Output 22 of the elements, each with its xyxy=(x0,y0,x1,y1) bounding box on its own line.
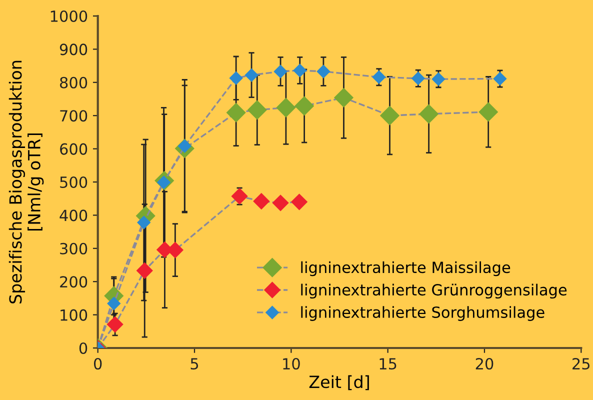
y-tick-label: 400 xyxy=(60,210,88,222)
y-tick-label: 200 xyxy=(60,276,88,288)
y-tick-label: 600 xyxy=(60,143,88,155)
legend-label: ligninextrahierte Sorghumsilage xyxy=(301,306,544,321)
y-axis-title: Spezifische Biogasproduktion [Nml/g oTR] xyxy=(8,60,44,304)
y-tick-label: 800 xyxy=(60,76,88,88)
y-tick-label: 0 xyxy=(79,342,88,354)
x-tick-label: 25 xyxy=(572,358,590,370)
y-tick-label: 700 xyxy=(60,110,88,122)
x-tick-label: 0 xyxy=(94,358,102,370)
x-tick-label: 5 xyxy=(190,358,198,370)
x-tick-label: 10 xyxy=(283,358,300,370)
y-tick-label: 500 xyxy=(60,176,88,188)
y-tick-label: 100 xyxy=(60,309,88,321)
y-tick-label: 900 xyxy=(60,44,88,56)
y-tick-label: 300 xyxy=(60,242,88,254)
legend-label: ligninextrahierte Maissilage xyxy=(301,261,510,276)
x-tick-label: 20 xyxy=(476,358,494,370)
y-tick-label: 1000 xyxy=(50,10,88,22)
legend-label: ligninextrahierte Grünroggensilage xyxy=(301,284,567,299)
x-tick-label: 15 xyxy=(380,358,396,370)
x-axis-title: Zeit [d] xyxy=(309,375,369,390)
